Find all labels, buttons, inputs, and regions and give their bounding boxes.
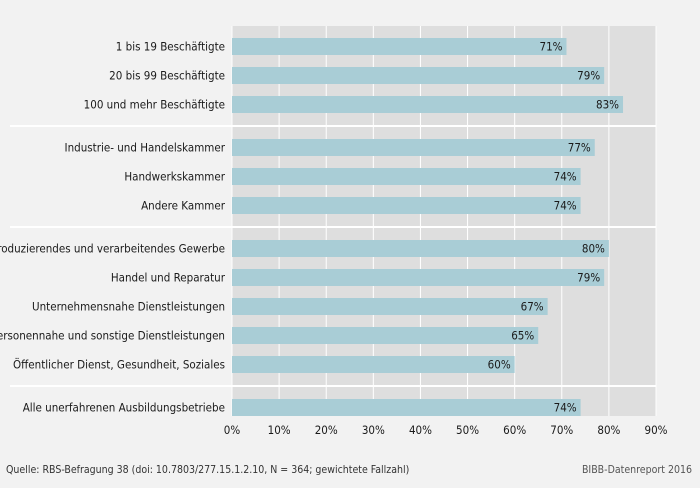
category-label: 20 bis 99 Beschäftigte [109, 69, 225, 83]
chart: 71% 79% 83% 77% 74% 74% 80% 79% 67% 65% 60% 74% 1 b… [0, 26, 668, 437]
category-label: Personennahe und sonstige Dienstleistung… [0, 329, 225, 343]
group-separators [10, 125, 656, 387]
category-label: Unternehmensnahe Dienstleistungen [32, 300, 225, 314]
credit-note: BIBB-Datenreport 2016 [581, 464, 692, 476]
bar-value-label: 74% [554, 170, 577, 184]
bar-value-label: 77% [568, 141, 591, 155]
category-label: 1 bis 19 Beschäftigte [116, 40, 225, 54]
x-tick-label: 40% [409, 423, 432, 437]
category-label: Handwerkskammer [124, 170, 225, 184]
category-labels: 1 bis 19 Beschäftigte 20 bis 99 Beschäfti… [0, 40, 226, 415]
bar-value-label: 60% [488, 358, 511, 372]
source-note: Quelle: RBS-Befragung 38 (doi: 10.7803/2… [6, 464, 410, 476]
bar-value-label: 71% [539, 40, 562, 54]
grid [231, 26, 657, 416]
bar-value-label: 79% [577, 69, 600, 83]
bars: 71% 79% 83% 77% 74% 74% 80% 79% 67% 65% 60% 74% [232, 38, 624, 416]
bar-value-label: 74% [554, 401, 577, 415]
x-tick-label: 10% [268, 423, 291, 437]
x-tick-label: 30% [362, 423, 385, 437]
bar-value-label: 67% [521, 300, 544, 314]
bar [232, 240, 609, 257]
bar [232, 38, 567, 55]
bar [232, 269, 605, 286]
x-tick-label: 90% [645, 423, 668, 437]
bar [232, 139, 595, 156]
bar-value-label: 80% [582, 242, 605, 256]
bar [232, 67, 605, 84]
bar-value-label: 79% [577, 271, 600, 285]
bar [232, 96, 624, 113]
bar-value-label: 83% [596, 98, 619, 112]
x-tick-label: 80% [597, 423, 620, 437]
bar [232, 197, 581, 214]
x-axis-ticks: 0% 10% 20% 30% 40% 50% 60% 70% 80% 90% [224, 423, 668, 437]
category-label: Industrie- und Handelskammer [65, 141, 226, 155]
x-tick-label: 50% [456, 423, 479, 437]
bar-value-label: 65% [511, 329, 534, 343]
bar-value-label: 74% [554, 199, 577, 213]
category-label: Produzierendes und verarbeitendes Gewerb… [0, 242, 225, 256]
bar [232, 168, 581, 185]
x-tick-label: 70% [550, 423, 573, 437]
x-tick-label: 60% [503, 423, 526, 437]
category-label: Öffentlicher Dienst, Gesundheit, Soziale… [13, 356, 225, 372]
x-tick-label: 20% [315, 423, 338, 437]
category-label: Andere Kammer [141, 199, 226, 213]
plot-background [232, 26, 656, 416]
category-label: 100 und mehr Beschäftigte [84, 98, 225, 112]
bar [232, 356, 515, 373]
bar [232, 298, 548, 315]
bar [232, 399, 581, 416]
bar [232, 327, 539, 344]
category-label: Handel und Reparatur [111, 271, 226, 285]
category-label: Alle unerfahrenen Ausbildungsbetriebe [23, 401, 225, 415]
x-tick-label: 0% [224, 423, 241, 437]
